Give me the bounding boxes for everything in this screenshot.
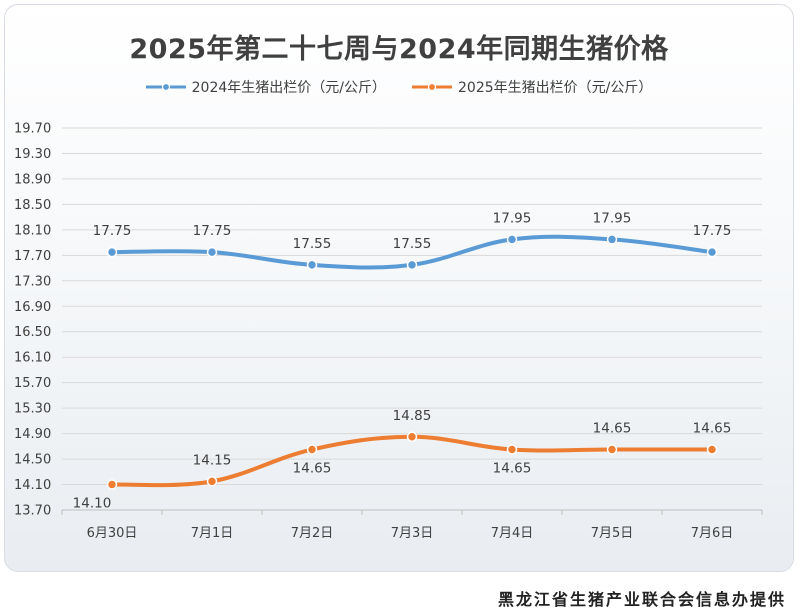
y-tick-label: 16.90 bbox=[14, 300, 51, 315]
data-label: 14.65 bbox=[693, 421, 732, 437]
data-label: 17.75 bbox=[93, 223, 132, 239]
y-tick-label: 16.50 bbox=[14, 325, 51, 340]
y-tick-label: 19.30 bbox=[14, 147, 51, 162]
data-point bbox=[206, 476, 218, 487]
data-point bbox=[306, 259, 318, 271]
y-tick-label: 17.30 bbox=[14, 274, 51, 289]
x-tick-label: 7月3日 bbox=[391, 526, 434, 541]
data-point bbox=[306, 444, 318, 455]
plot-area: 13.70 14.10 14.50 14.90 15.30 15.70 16.10 16.50… bbox=[14, 122, 763, 541]
legend: 2024年生猪出栏价（元/公斤） 2025年生猪出栏价（元/公斤） bbox=[5, 77, 793, 97]
data-point bbox=[506, 234, 518, 245]
y-tick-label: 15.70 bbox=[14, 376, 51, 391]
x-tick-label: 7月2日 bbox=[291, 526, 334, 541]
data-point bbox=[406, 259, 418, 271]
data-label: 17.75 bbox=[693, 223, 732, 239]
x-tick-label: 7月6日 bbox=[691, 526, 734, 541]
legend-item-2025: 2025年生猪出栏价（元/公斤） bbox=[412, 77, 652, 97]
y-tick-label: 14.90 bbox=[14, 427, 51, 442]
data-label: 17.55 bbox=[393, 236, 432, 252]
y-tick-label: 14.50 bbox=[14, 453, 51, 468]
data-point bbox=[706, 444, 718, 455]
data-point bbox=[606, 444, 618, 455]
chart-panel: 2025年第二十七周与2024年同期生猪价格 2024年生猪出栏价（元/公斤） … bbox=[4, 4, 794, 572]
footer-credit: 黑龙江省生猪产业联合会信息办提供 bbox=[497, 590, 786, 609]
data-label: 14.10 bbox=[73, 496, 112, 512]
data-point bbox=[606, 234, 618, 245]
data-label: 17.95 bbox=[493, 210, 532, 226]
y-tick-label: 17.70 bbox=[14, 249, 51, 264]
legend-swatch-2025 bbox=[412, 82, 452, 92]
chart-title: 2025年第二十七周与2024年同期生猪价格 bbox=[129, 34, 669, 65]
x-tick-label: 7月1日 bbox=[191, 526, 234, 541]
y-tick-label: 14.10 bbox=[14, 478, 51, 493]
y-tick-label: 18.50 bbox=[14, 198, 51, 213]
legend-label-2024: 2024年生猪出栏价（元/公斤） bbox=[191, 80, 386, 96]
data-label: 17.75 bbox=[193, 223, 232, 239]
y-tick-label: 19.70 bbox=[14, 122, 51, 137]
data-label: 17.95 bbox=[593, 210, 632, 226]
legend-label-2025: 2025年生猪出栏价（元/公斤） bbox=[458, 80, 653, 96]
data-point bbox=[206, 246, 218, 258]
data-label: 17.55 bbox=[293, 236, 332, 252]
data-point bbox=[106, 246, 118, 258]
y-tick-label: 16.10 bbox=[14, 351, 51, 366]
data-label: 14.65 bbox=[593, 421, 632, 437]
legend-swatch-2024 bbox=[145, 82, 186, 92]
y-tick-label: 18.90 bbox=[14, 172, 51, 187]
data-point bbox=[706, 246, 718, 258]
data-point bbox=[106, 479, 118, 490]
x-tick-label: 7月5日 bbox=[591, 526, 634, 541]
data-label: 14.65 bbox=[493, 461, 532, 477]
data-label: 14.15 bbox=[193, 452, 232, 468]
y-tick-label: 15.30 bbox=[14, 402, 51, 417]
x-tick-label: 7月4日 bbox=[491, 526, 534, 541]
data-point bbox=[406, 431, 418, 443]
y-tick-label: 18.10 bbox=[14, 223, 51, 238]
data-point bbox=[506, 444, 518, 455]
data-label: 14.85 bbox=[393, 408, 432, 424]
x-tick-label: 6月30日 bbox=[87, 526, 138, 541]
y-tick-label: 13.70 bbox=[14, 504, 51, 519]
data-label: 14.65 bbox=[293, 461, 332, 477]
legend-item-2024: 2024年生猪出栏价（元/公斤） bbox=[145, 77, 386, 97]
